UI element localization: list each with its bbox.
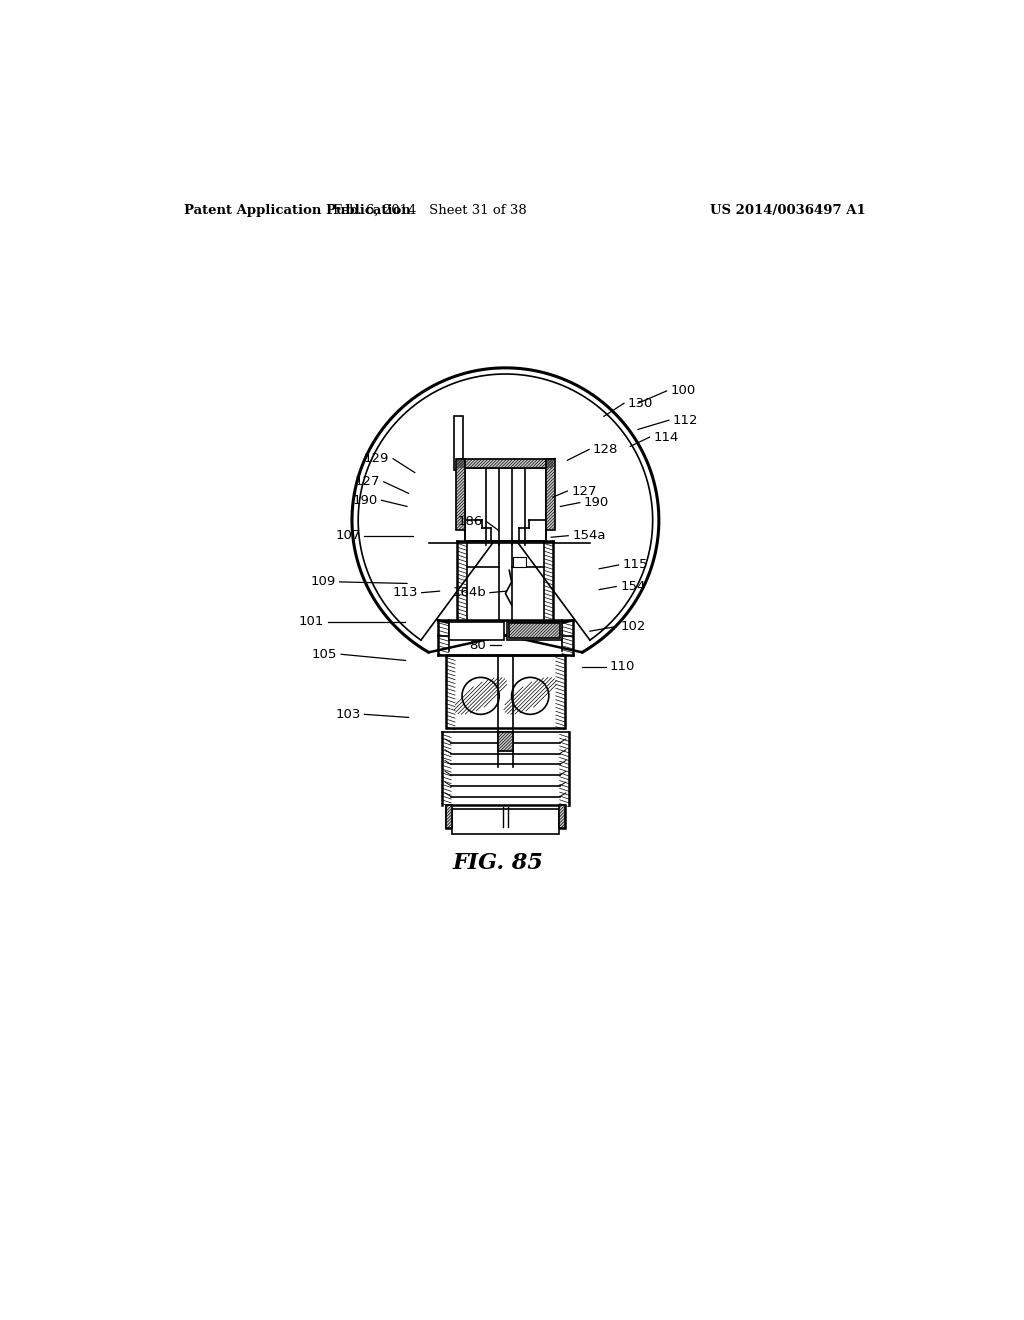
Text: 109: 109 <box>310 576 336 589</box>
Text: 112: 112 <box>673 413 698 426</box>
Bar <box>445 805 565 829</box>
Bar <box>449 622 504 640</box>
Text: Feb. 6, 2014   Sheet 31 of 38: Feb. 6, 2014 Sheet 31 of 38 <box>334 205 527 218</box>
Circle shape <box>462 677 500 714</box>
Bar <box>513 557 525 566</box>
Text: 154a: 154a <box>572 529 605 543</box>
Text: 105: 105 <box>312 648 337 661</box>
Bar <box>559 805 565 829</box>
Bar <box>445 655 565 729</box>
Text: 127: 127 <box>354 475 380 488</box>
Bar <box>507 622 562 640</box>
Text: 113: 113 <box>392 586 418 599</box>
Text: 101: 101 <box>299 615 324 628</box>
Text: 130: 130 <box>628 397 653 409</box>
Text: 115: 115 <box>623 558 648 572</box>
Circle shape <box>512 677 549 714</box>
Text: 127: 127 <box>571 484 597 498</box>
Text: 164b: 164b <box>453 586 486 599</box>
Bar <box>456 459 465 529</box>
Text: 80: 80 <box>469 639 486 652</box>
Text: FIG. 85: FIG. 85 <box>453 851 543 874</box>
Text: 154: 154 <box>621 579 645 593</box>
Bar <box>546 459 555 529</box>
Text: 186: 186 <box>458 515 483 528</box>
Text: 107: 107 <box>335 529 360 543</box>
Text: 128: 128 <box>593 444 618 455</box>
Bar <box>445 805 452 829</box>
Text: 102: 102 <box>621 620 645 634</box>
Bar <box>452 809 559 834</box>
Bar <box>465 469 546 541</box>
Text: US 2014/0036497 A1: US 2014/0036497 A1 <box>710 205 866 218</box>
Text: 129: 129 <box>364 453 389 465</box>
Text: 114: 114 <box>653 430 679 444</box>
Text: Patent Application Publication: Patent Application Publication <box>183 205 411 218</box>
Bar <box>458 459 554 469</box>
Text: 190: 190 <box>584 496 609 510</box>
Text: 103: 103 <box>335 708 360 721</box>
Text: 110: 110 <box>610 660 636 673</box>
Text: 100: 100 <box>671 384 695 397</box>
Bar <box>498 733 513 751</box>
Bar <box>454 416 463 470</box>
Bar <box>509 623 560 638</box>
Text: 190: 190 <box>352 494 378 507</box>
